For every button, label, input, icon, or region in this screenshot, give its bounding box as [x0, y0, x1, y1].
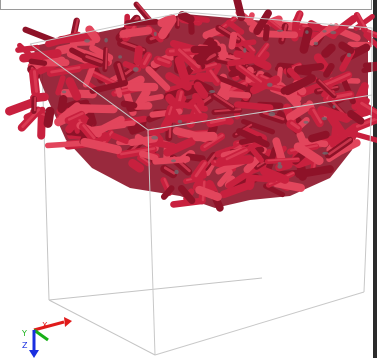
bounding-box-back-edges: [41, 61, 263, 356]
axis-label-y: Y: [21, 329, 27, 338]
bounding-box-front-edges: [29, 11, 373, 356]
axis-label-x: X: [42, 321, 48, 330]
viewport-right-border: [373, 0, 377, 358]
axis-label-z: Z: [22, 341, 28, 350]
top-toolbar-edge: [0, 0, 372, 10]
fiber-network-structure: [5, 0, 377, 212]
axis-triad-icon: X Y Z: [21, 317, 72, 358]
